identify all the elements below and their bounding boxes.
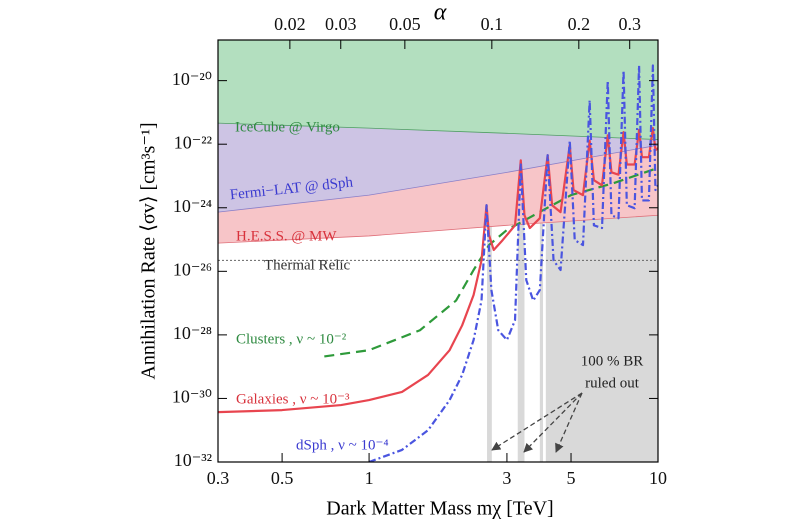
region-label: IceCube @ Virgo — [235, 119, 340, 135]
constraint-boundary — [218, 214, 658, 244]
arrow — [523, 392, 583, 453]
arrows — [491, 392, 583, 453]
y-tick-label: 10⁻²² — [174, 132, 212, 152]
y-tick-label: 10⁻²⁸ — [173, 323, 212, 343]
x2-tick-label: 0.05 — [389, 14, 421, 34]
x-tick-label: 5 — [567, 468, 576, 488]
x-tick-label: 3 — [502, 468, 511, 488]
arrow — [491, 392, 583, 451]
constraint-boundary — [218, 122, 658, 140]
excluded-label: 100 % BR — [581, 353, 644, 369]
x2-tick-label: 0.2 — [568, 14, 591, 34]
arrow — [555, 392, 583, 453]
y-tick-label: 10⁻²⁶ — [173, 259, 212, 279]
excluded-label: ruled out — [585, 375, 640, 391]
y-tick-label: 10⁻²⁰ — [172, 69, 212, 89]
series-label: dSph , ν ~ 10⁻⁴ — [296, 437, 389, 453]
y-tick-label: 10⁻³⁰ — [172, 387, 212, 407]
y-tick-label: 10⁻²⁴ — [173, 196, 212, 216]
region-label: H.E.S.S. @ MW — [236, 228, 337, 244]
series-label: Clusters , ν ~ 10⁻² — [236, 331, 347, 347]
x-tick-label: 0.3 — [207, 468, 230, 488]
constraint-boundary — [218, 144, 658, 213]
x2-tick-label: 0.3 — [618, 14, 641, 34]
x2-axis-label: α — [434, 0, 447, 26]
x-tick-label: 0.5 — [271, 468, 294, 488]
plot-frame — [217, 39, 659, 463]
series-line — [368, 64, 658, 462]
thermal-relic-label: Thermal Relic — [264, 257, 351, 273]
x2-tick-label: 0.1 — [481, 14, 504, 34]
y-tick-label: 10⁻³² — [174, 450, 212, 470]
x2-tick-label: 0.03 — [325, 14, 357, 34]
x-axis-label: Dark Matter Mass mχ [TeV] — [326, 498, 553, 520]
x-tick-label: 1 — [365, 468, 374, 488]
x2-tick-label: 0.02 — [274, 14, 306, 34]
series-label: Galaxies , ν ~ 10⁻³ — [236, 391, 350, 407]
excluded-region — [517, 40, 525, 462]
constraint-region — [218, 40, 658, 140]
y-axis-label: Annihilation Rate ⟨σv⟩ [cm³s⁻¹] — [138, 122, 160, 379]
x-tick-label: 10 — [649, 468, 667, 488]
